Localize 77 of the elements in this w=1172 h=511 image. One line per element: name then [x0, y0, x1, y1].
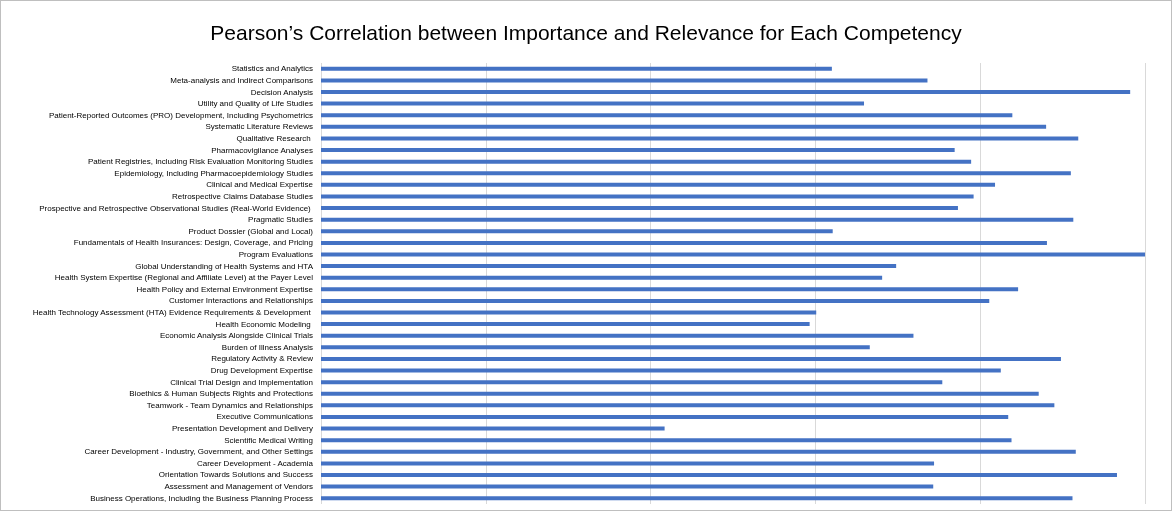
bar — [321, 461, 935, 466]
bar — [321, 298, 990, 303]
bar — [321, 310, 817, 315]
bar — [321, 217, 1074, 222]
y-tick-label: Scientific Medical Writing — [224, 435, 313, 445]
bar — [321, 240, 1047, 245]
y-tick-label: Meta-analysis and Indirect Comparisons — [170, 75, 313, 85]
bar — [321, 171, 1071, 176]
y-tick-label: Regulatory Activity & Review — [211, 354, 314, 364]
y-tick-label: Health Technology Assessment (HTA) Evidence Requirements & Development — [32, 308, 313, 318]
bar — [321, 333, 914, 338]
bar — [321, 206, 958, 211]
y-tick-label: Global Understanding of Health Systems and HTA — [135, 261, 314, 271]
bar — [321, 345, 870, 350]
y-tick-label: Executive Communications — [216, 412, 313, 422]
y-tick-label: Prospective and Retrospective Observational Studies (Real-World Evidence) — [39, 203, 313, 213]
y-tick-label: Patient-Reported Outcomes (PRO) Development, Including Psychometrics — [48, 110, 313, 120]
bar — [321, 287, 1019, 292]
y-tick-label: Pragmatic Studies — [248, 215, 313, 225]
y-tick-label: Fundamentals of Health Insurances: Design, Coverage, and Pricing — [73, 238, 313, 248]
y-tick-label: Clinical Trial Design and Implementation — [170, 377, 313, 387]
bar — [321, 136, 1079, 141]
y-tick-label: Teamwork - Team Dynamics and Relationships — [146, 400, 313, 410]
y-tick-label: Economic Analysis Alongside Clinical Trials — [160, 331, 313, 341]
y-tick-label: Career Development - Industry, Government, and Other Settings — [84, 447, 313, 457]
y-tick-label: Burden of Illness Analysis — [221, 342, 313, 352]
bar — [321, 182, 996, 187]
y-tick-label: Statistics and Analytics — [231, 64, 313, 74]
bar — [321, 101, 865, 106]
y-tick-label: Health System Expertise (Regional and Affiliate Level) at the Payer Level — [54, 273, 314, 283]
bar — [321, 229, 833, 234]
bar — [321, 159, 972, 164]
bar — [321, 356, 1061, 361]
y-tick-label: Retrospective Claims Database Studies — [172, 191, 313, 201]
bar — [321, 403, 1055, 408]
y-tick-label: Epidemiology, Including Pharmacoepidemiology Studies — [114, 168, 313, 178]
y-tick-label: Business Operations, Including the Business Planning Process — [90, 493, 313, 503]
y-tick-label: Bioethics & Human Subjects Rights and Protections — [129, 389, 313, 399]
bar — [321, 472, 1117, 477]
bar — [321, 252, 1145, 257]
y-tick-label: Health Economic Modeling — [215, 319, 313, 329]
bar — [321, 414, 1009, 419]
bar — [321, 124, 1047, 129]
y-tick-label: Pharmacovigilance Analyses — [211, 145, 313, 155]
bar — [321, 148, 955, 153]
chart-title: Pearson’s Correlation between Importance and Relevance for Each Competency — [210, 21, 963, 44]
bar — [321, 78, 928, 83]
y-tick-label: Customer Interactions and Relationships — [168, 296, 313, 306]
bar — [321, 368, 1001, 373]
bar — [321, 275, 883, 280]
y-tick-label: Product Dossier (Global and Local) — [188, 226, 314, 236]
y-tick-label: Presentation Development and Delivery — [172, 424, 313, 434]
bar — [321, 113, 1013, 118]
bar — [321, 449, 1076, 454]
bar — [321, 484, 934, 489]
bar — [321, 426, 665, 431]
bar — [321, 438, 1012, 443]
y-tick-label: Health Policy and External Environment Expertise — [136, 284, 314, 294]
bar — [321, 66, 832, 71]
y-tick-label: Clinical and Medical Expertise — [206, 180, 314, 190]
y-tick-label: Decision Analysis — [250, 87, 313, 97]
y-tick-label: Utility and Quality of Life Studies — [197, 99, 313, 109]
y-tick-label: Patient Registries, Including Risk Evaluation Monitoring Studies — [87, 157, 313, 167]
bar — [321, 194, 974, 199]
bar — [321, 391, 1039, 396]
y-tick-label: Systematic Literature Reviews — [205, 122, 313, 132]
y-tick-label: Assessment and Management of Vendors — [164, 482, 313, 492]
bar — [321, 496, 1073, 501]
y-tick-label: Drug Development Expertise — [210, 366, 314, 376]
y-tick-label: Program Evaluations — [238, 249, 313, 259]
bar — [321, 264, 897, 269]
y-tick-label: Qualitative Research — [236, 133, 313, 143]
bar — [321, 380, 943, 385]
bar — [321, 322, 810, 327]
y-tick-label: Orientation Towards Solutions and Success — [158, 470, 313, 480]
bar — [321, 90, 1131, 95]
y-tick-label: Career Development - Academia — [196, 458, 314, 468]
